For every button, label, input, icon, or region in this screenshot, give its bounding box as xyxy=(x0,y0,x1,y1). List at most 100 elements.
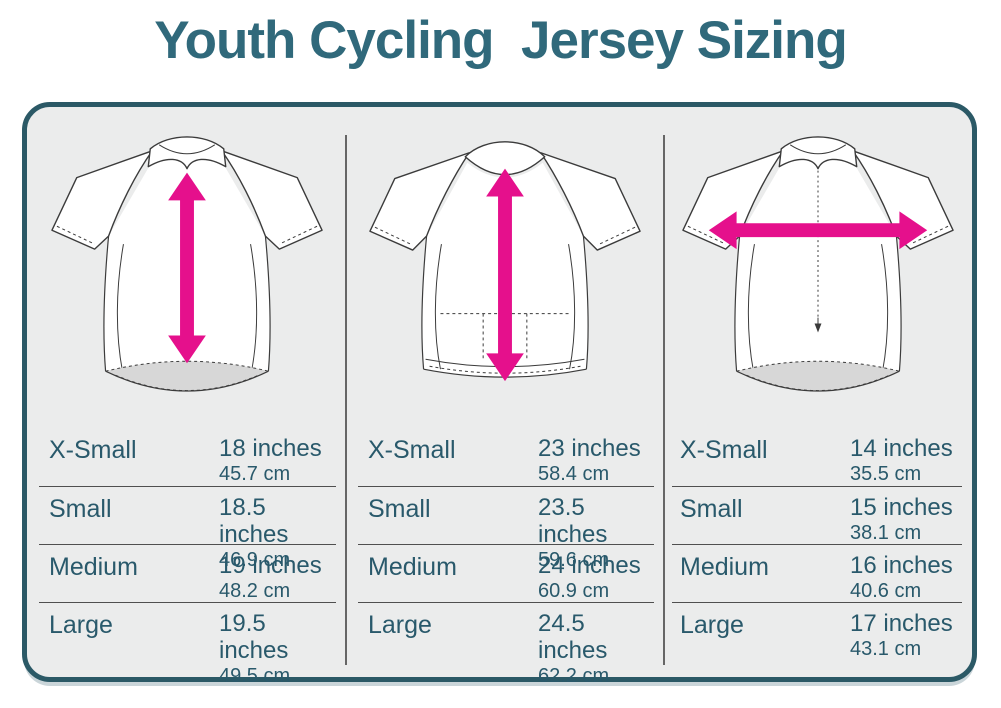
size-label: X-Small xyxy=(680,436,768,464)
cuff-stitch-line xyxy=(56,225,95,245)
table-row: Small 18.5 inches 46.9 cm xyxy=(39,486,336,571)
right-sleeve xyxy=(852,150,954,250)
size-label: Medium xyxy=(368,553,457,581)
size-value: 17 inches 43.1 cm xyxy=(850,610,953,661)
cuff-stitch-line xyxy=(597,226,636,246)
size-value: 18.5 inches 46.9 cm xyxy=(219,494,336,572)
size-label: Medium xyxy=(680,553,769,581)
column-divider xyxy=(345,135,347,665)
inches-value: 14 inches xyxy=(850,435,953,462)
chest-width-size-table: X-Small 14 inches 35.5 cm Small 15 inche… xyxy=(672,428,962,660)
table-row: Large 17 inches 43.1 cm xyxy=(672,602,962,660)
cm-value: 46.9 cm xyxy=(219,549,291,571)
size-value: 14 inches 35.5 cm xyxy=(850,435,953,486)
size-value: 24 inches 60.9 cm xyxy=(538,552,641,603)
jersey-back-view-diagram xyxy=(369,141,641,382)
size-label: Large xyxy=(49,611,113,639)
jersey-back-illustration xyxy=(346,107,664,428)
collar xyxy=(778,136,858,170)
cuff-stitch-line xyxy=(374,226,413,246)
inches-value: 15 inches xyxy=(850,494,953,521)
table-row: Medium 24 inches 60.9 cm xyxy=(358,544,654,602)
table-row: X-Small 14 inches 35.5 cm xyxy=(672,428,962,486)
size-label: Small xyxy=(680,495,743,523)
side-seam xyxy=(881,244,889,372)
cm-value: 40.6 cm xyxy=(850,580,922,602)
size-label: Small xyxy=(49,495,112,523)
cuff-stitch-line xyxy=(278,225,317,245)
zipper-pull-tab xyxy=(814,323,822,333)
hem-opening xyxy=(105,361,268,392)
size-value: 18 inches 45.7 cm xyxy=(219,435,322,486)
table-row: Large 19.5 inches 49.5 cm xyxy=(39,602,336,687)
jersey-front-illustration xyxy=(27,107,346,428)
jersey-front-zip-illustration xyxy=(664,107,972,428)
size-value: 16 inches 40.6 cm xyxy=(850,552,953,603)
cuff-stitch-line xyxy=(910,225,949,245)
size-label: Large xyxy=(368,611,432,639)
cm-value: 59.6 cm xyxy=(538,549,610,571)
size-value: 23.5 inches 59.6 cm xyxy=(538,494,654,572)
side-seam xyxy=(249,244,257,372)
page-title: Youth Cycling Jersey Sizing xyxy=(154,11,848,70)
right-sleeve xyxy=(540,152,641,251)
inches-value: 18.5 inches xyxy=(219,494,289,548)
chest-width-measure-arrow xyxy=(708,211,928,250)
inches-value: 18 inches xyxy=(219,435,322,462)
table-row: Large 24.5 inches 62.2 cm xyxy=(358,602,654,687)
column-front-length: X-Small 18 inches 45.7 cm Small 18.5 inc… xyxy=(27,107,346,687)
sizing-panel-inner: X-Small 18 inches 45.7 cm Small 18.5 inc… xyxy=(27,107,972,687)
size-value: 19 inches 48.2 cm xyxy=(219,552,322,603)
side-seam xyxy=(116,244,124,372)
table-row: X-Small 23 inches 58.4 cm xyxy=(358,428,654,486)
column-back-length: X-Small 23 inches 58.4 cm Small 23.5 inc… xyxy=(346,107,664,687)
inches-value: 23.5 inches xyxy=(538,494,608,548)
inches-value: 19 inches xyxy=(219,552,322,579)
cm-value: 62.2 cm xyxy=(538,665,610,687)
inches-value: 17 inches xyxy=(850,610,953,637)
cm-value: 43.1 cm xyxy=(850,638,922,660)
table-row: Small 15 inches 38.1 cm xyxy=(672,486,962,544)
cm-value: 60.9 cm xyxy=(538,580,610,602)
inches-value: 16 inches xyxy=(850,552,953,579)
hem-stitch-line xyxy=(104,360,269,372)
size-label: Small xyxy=(368,495,431,523)
cm-value: 45.7 cm xyxy=(219,463,291,485)
table-row: Medium 16 inches 40.6 cm xyxy=(672,544,962,602)
table-row: Medium 19 inches 48.2 cm xyxy=(39,544,336,602)
inches-value: 24 inches xyxy=(538,552,641,579)
column-chest-width: X-Small 14 inches 35.5 cm Small 15 inche… xyxy=(664,107,972,677)
back-length-size-table: X-Small 23 inches 58.4 cm Small 23.5 inc… xyxy=(358,428,654,687)
cm-value: 38.1 cm xyxy=(850,522,922,544)
front-length-size-table: X-Small 18 inches 45.7 cm Small 18.5 inc… xyxy=(39,428,336,687)
sizing-panel: X-Small 18 inches 45.7 cm Small 18.5 inc… xyxy=(22,102,977,687)
size-label: X-Small xyxy=(49,436,137,464)
size-value: 19.5 inches 49.5 cm xyxy=(219,610,336,688)
inches-value: 19.5 inches xyxy=(219,610,289,664)
left-sleeve xyxy=(50,150,153,250)
hem-stitch-line xyxy=(736,360,900,372)
back-length-measure-arrow xyxy=(486,168,524,382)
collar xyxy=(147,136,226,170)
cuff-stitch-line xyxy=(687,225,726,245)
inches-value: 23 inches xyxy=(538,435,641,462)
cm-value: 35.5 cm xyxy=(850,463,922,485)
column-divider xyxy=(663,135,665,665)
collar xyxy=(464,141,546,176)
inches-value: 24.5 inches xyxy=(538,610,608,664)
size-label: X-Small xyxy=(368,436,456,464)
side-seam xyxy=(747,244,755,372)
table-row: X-Small 18 inches 45.7 cm xyxy=(39,428,336,486)
jersey-front-zip-view-diagram xyxy=(682,136,954,392)
size-value: 24.5 inches 62.2 cm xyxy=(538,610,654,688)
cm-value: 58.4 cm xyxy=(538,463,610,485)
cm-value: 49.5 cm xyxy=(219,665,291,687)
hem-opening xyxy=(736,361,900,392)
cm-value: 48.2 cm xyxy=(219,580,291,602)
size-value: 23 inches 58.4 cm xyxy=(538,435,641,486)
left-sleeve xyxy=(369,152,470,251)
size-label: Medium xyxy=(49,553,138,581)
side-seam xyxy=(434,244,442,370)
size-value: 15 inches 38.1 cm xyxy=(850,494,953,545)
